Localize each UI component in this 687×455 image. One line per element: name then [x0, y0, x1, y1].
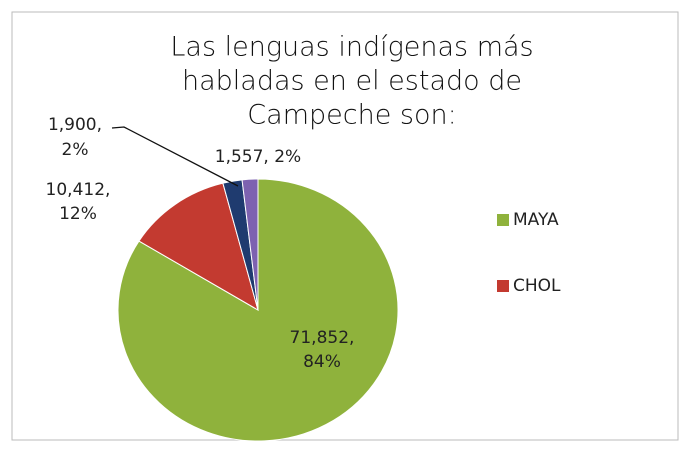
data-label: 2%: [62, 140, 89, 160]
chart-title: habladas en el estado de: [182, 66, 522, 97]
data-label: 10,412,: [46, 180, 111, 200]
pie: [117, 178, 399, 442]
data-label: 71,852,: [290, 328, 355, 348]
legend-label: MAYA: [513, 210, 559, 230]
legend-swatch: [497, 214, 509, 226]
chart-title: Las lenguas indígenas más: [170, 32, 533, 63]
legend-swatch: [497, 280, 509, 292]
chart-title: Campeche son:: [247, 100, 456, 131]
pie-slice: [241, 178, 259, 311]
pie-slice: [138, 182, 259, 312]
data-label: 84%: [303, 352, 341, 372]
data-label: 1,900,: [48, 115, 102, 135]
legend-label: CHOL: [513, 276, 561, 296]
data-label: 1,557, 2%: [215, 147, 301, 167]
data-label: 12%: [59, 204, 97, 224]
leader-line: [111, 126, 239, 187]
